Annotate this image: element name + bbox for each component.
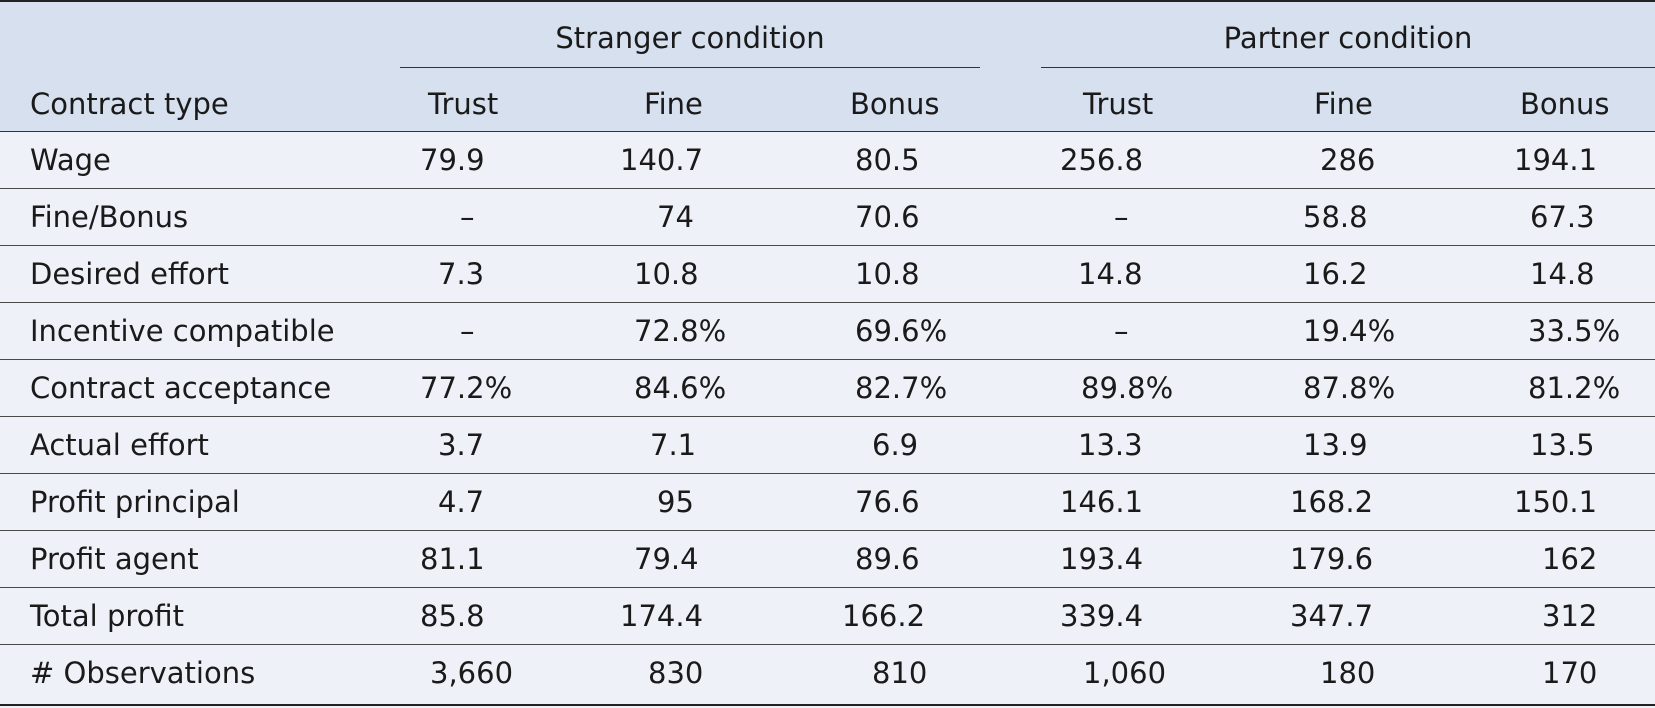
table-cell: 76.6 — [855, 485, 920, 519]
table-cell: 13.9 — [1303, 428, 1368, 462]
column-header-partner-trust: Trust — [1083, 87, 1154, 121]
table-cell: 166.2 — [842, 599, 926, 633]
table-cell: 6.9 — [872, 428, 919, 462]
column-header-stranger-trust: Trust — [428, 87, 499, 121]
table-cell: 174.4 — [620, 599, 704, 633]
table-cell: 347.7 — [1290, 599, 1374, 633]
table-cell: 10.8 — [634, 257, 699, 291]
table-cell: 168.2 — [1290, 485, 1374, 519]
table-row: Profit agent 81.1 79.4 89.6 193.4 179.6 … — [0, 531, 1655, 588]
table-cell: 194.1 — [1514, 143, 1598, 177]
table-row: Contract acceptance 77.2% 84.6% 82.7% 89… — [0, 360, 1655, 417]
table-cell: 70.6 — [855, 200, 920, 234]
table-cell: 13.5 — [1530, 428, 1595, 462]
table-cell: 3.7 — [438, 428, 485, 462]
table-row: Fine/Bonus – 74 70.6 – 58.8 67.3 — [0, 189, 1655, 246]
table-cell: 140.7 — [620, 143, 704, 177]
table-cell: 3,660 — [430, 656, 514, 690]
column-header-partner-fine: Fine — [1314, 87, 1373, 121]
table-cell: 67.3 — [1530, 200, 1595, 234]
table-cell: 830 — [648, 656, 704, 690]
table-cell: 89.8% — [1081, 371, 1174, 405]
table-cell: 84.6% — [634, 371, 727, 405]
table-cell: 82.7% — [855, 371, 948, 405]
table-cell: 81.2% — [1528, 371, 1621, 405]
table-cell: 1,060 — [1083, 656, 1167, 690]
table-cell: – — [460, 200, 475, 234]
table-cell: 256.8 — [1060, 143, 1144, 177]
table-row: Incentive compatible – 72.8% 69.6% – 19.… — [0, 303, 1655, 360]
table-cell: 69.6% — [855, 314, 948, 348]
table-cell: 74 — [657, 200, 694, 234]
table-cell: 58.8 — [1303, 200, 1368, 234]
row-label: # Observations — [30, 656, 256, 690]
table-cell: 89.6 — [855, 542, 920, 576]
group-label-stranger: Stranger condition — [555, 21, 825, 55]
row-label: Fine/Bonus — [30, 200, 189, 234]
table-cell: – — [1114, 314, 1129, 348]
group-rule-partner — [1041, 67, 1655, 68]
row-label: Actual effort — [30, 428, 209, 462]
table-cell: 81.1 — [420, 542, 485, 576]
table-cell: 79.4 — [634, 542, 699, 576]
group-rule-stranger — [400, 67, 980, 68]
table-cell: – — [460, 314, 475, 348]
table-cell: 7.3 — [438, 257, 485, 291]
row-label: Wage — [30, 143, 111, 177]
table-cell: 14.8 — [1078, 257, 1143, 291]
table-cell: 14.8 — [1530, 257, 1595, 291]
table-cell: 95 — [657, 485, 694, 519]
table-cell: 85.8 — [420, 599, 485, 633]
row-label: Total profit — [30, 599, 185, 633]
row-header-label: Contract type — [30, 87, 229, 121]
table-cell: 33.5% — [1528, 314, 1621, 348]
table-cell: 16.2 — [1303, 257, 1368, 291]
table-cell: 13.3 — [1078, 428, 1143, 462]
table-cell: 286 — [1320, 143, 1376, 177]
table-row: Wage 79.9 140.7 80.5 256.8 286 194.1 — [0, 132, 1655, 189]
table-cell: 79.9 — [420, 143, 485, 177]
group-label-partner: Partner condition — [1223, 21, 1473, 55]
table-cell: 87.8% — [1303, 371, 1396, 405]
row-label: Profit principal — [30, 485, 240, 519]
column-header-stranger-fine: Fine — [644, 87, 703, 121]
table-cell: 162 — [1542, 542, 1598, 576]
table-cell: 179.6 — [1290, 542, 1374, 576]
table-cell: 80.5 — [855, 143, 920, 177]
table-cell: 180 — [1320, 656, 1376, 690]
row-label: Contract acceptance — [30, 371, 332, 405]
column-header-partner-bonus: Bonus — [1520, 87, 1610, 121]
table-cell: 4.7 — [438, 485, 485, 519]
table-cell: 77.2% — [420, 371, 513, 405]
table-cell: 339.4 — [1060, 599, 1144, 633]
table-cell: – — [1114, 200, 1129, 234]
table-cell: 193.4 — [1060, 542, 1144, 576]
table-cell: 146.1 — [1060, 485, 1144, 519]
table-row: Desired effort 7.3 10.8 10.8 14.8 16.2 1… — [0, 246, 1655, 303]
table-cell: 170 — [1542, 656, 1598, 690]
table-cell: 150.1 — [1514, 485, 1598, 519]
row-label: Incentive compatible — [30, 314, 335, 348]
table-row: Profit principal 4.7 95 76.6 146.1 168.2… — [0, 474, 1655, 531]
table-cell: 72.8% — [634, 314, 727, 348]
table-cell: 312 — [1542, 599, 1598, 633]
table-row: # Observations 3,660 830 810 1,060 180 1… — [0, 645, 1655, 706]
row-label: Profit agent — [30, 542, 199, 576]
table-cell: 7.1 — [650, 428, 697, 462]
table-row: Actual effort 3.7 7.1 6.9 13.3 13.9 13.5 — [0, 417, 1655, 474]
table-cell: 19.4% — [1303, 314, 1396, 348]
row-label: Desired effort — [30, 257, 229, 291]
column-header-stranger-bonus: Bonus — [850, 87, 940, 121]
table-header: Stranger condition Partner condition Con… — [0, 0, 1655, 132]
table-row: Total profit 85.8 174.4 166.2 339.4 347.… — [0, 588, 1655, 645]
table-cell: 810 — [872, 656, 928, 690]
table-cell: 10.8 — [855, 257, 920, 291]
